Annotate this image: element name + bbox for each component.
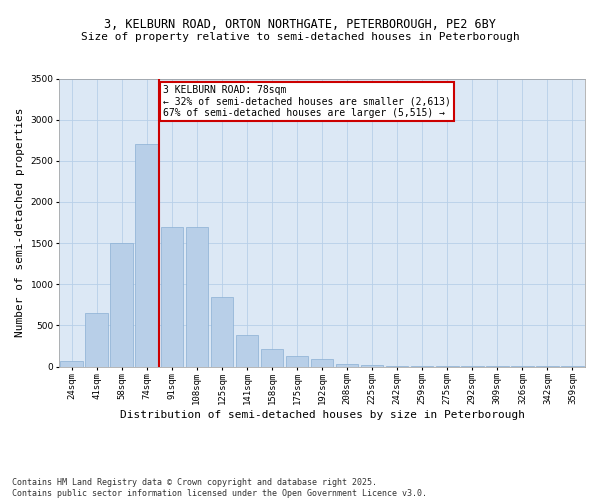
Bar xyxy=(286,356,308,366)
Bar xyxy=(185,226,208,366)
Y-axis label: Number of semi-detached properties: Number of semi-detached properties xyxy=(15,108,25,338)
Text: 3, KELBURN ROAD, ORTON NORTHGATE, PETERBOROUGH, PE2 6BY: 3, KELBURN ROAD, ORTON NORTHGATE, PETERB… xyxy=(104,18,496,30)
Bar xyxy=(211,296,233,366)
Bar xyxy=(85,313,108,366)
Text: Contains HM Land Registry data © Crown copyright and database right 2025.
Contai: Contains HM Land Registry data © Crown c… xyxy=(12,478,427,498)
Bar xyxy=(236,336,258,366)
Bar xyxy=(110,243,133,366)
Bar xyxy=(311,359,334,366)
Bar xyxy=(61,362,83,366)
Bar xyxy=(336,364,358,366)
Bar xyxy=(261,348,283,366)
Bar xyxy=(161,226,183,366)
Bar xyxy=(136,144,158,366)
Text: Size of property relative to semi-detached houses in Peterborough: Size of property relative to semi-detach… xyxy=(80,32,520,42)
X-axis label: Distribution of semi-detached houses by size in Peterborough: Distribution of semi-detached houses by … xyxy=(119,410,524,420)
Text: 3 KELBURN ROAD: 78sqm
← 32% of semi-detached houses are smaller (2,613)
67% of s: 3 KELBURN ROAD: 78sqm ← 32% of semi-deta… xyxy=(163,85,451,118)
